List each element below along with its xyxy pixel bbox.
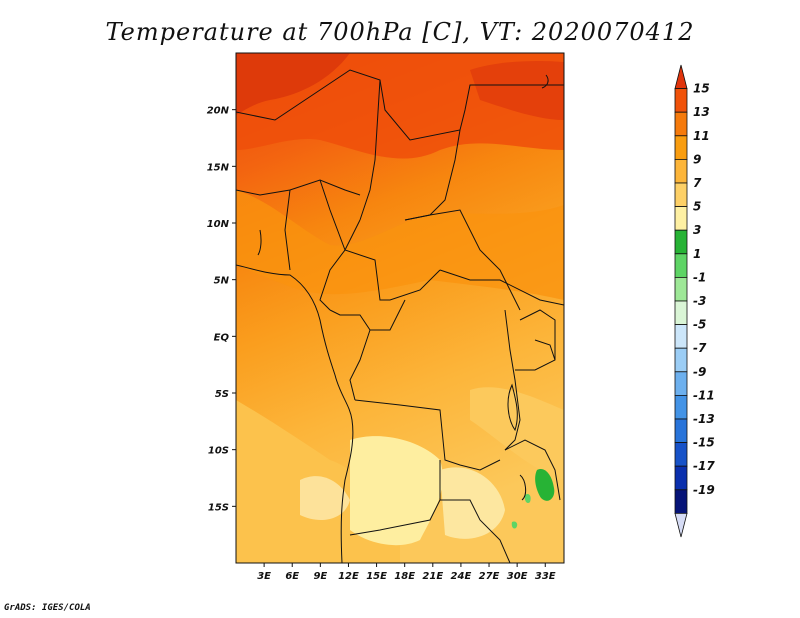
colorbar-bin [674, 135, 688, 160]
map-frame [235, 52, 565, 564]
lat-tick-label: 5S [215, 389, 229, 400]
colorbar-label: 3 [693, 223, 701, 237]
colorbar-bin [674, 394, 688, 420]
lon-tick-label: 33E [535, 571, 556, 582]
colorbar-bin [674, 442, 688, 467]
colorbar-label: 15 [693, 82, 710, 96]
lon-tick-label: 3E [257, 571, 271, 582]
colorbar-bin [674, 465, 688, 491]
lon-tick-label: 9E [313, 571, 327, 582]
colorbar-label: -19 [693, 483, 715, 497]
lat-tick-label: 10N [207, 219, 230, 230]
lon-tick-label: 15E [366, 571, 387, 582]
colorbar-label: 7 [693, 176, 702, 190]
lon-tick-label: 30E [507, 571, 528, 582]
lon-tick-label: 6E [285, 571, 299, 582]
colorbar-bin [674, 158, 688, 184]
colorbar-label: -1 [693, 270, 706, 284]
lat-tick-label: 15N [207, 162, 230, 173]
colorbar-over-triangle [674, 64, 688, 89]
lon-tick-label: 21E [422, 571, 443, 582]
temperature-field [236, 53, 564, 563]
colorbar-bin [674, 418, 688, 444]
colorbar-bin [674, 253, 688, 278]
colorbar-bin [674, 229, 688, 255]
colorbar-label: -3 [693, 294, 706, 308]
colorbar-label: -13 [693, 412, 715, 426]
colorbar-bin [674, 300, 688, 326]
colorbar-bin [674, 88, 688, 113]
colorbar-label: 9 [693, 152, 701, 166]
colorbar-bin [674, 324, 688, 349]
colorbar: 15 13 11 9 7 5 3 1 -1 -3 -5 -7 -9 -11 -13 -15 -17 -19 [674, 64, 715, 538]
colorbar-label: -7 [693, 341, 707, 355]
colorbar-label: -5 [693, 318, 706, 332]
colorbar-bin [674, 371, 688, 396]
lon-tick-label: 27E [479, 571, 500, 582]
lat-tick-label: EQ [214, 332, 230, 343]
colorbar-bin [674, 206, 688, 231]
lon-tick-label: 24E [451, 571, 472, 582]
colorbar-bin [674, 276, 688, 302]
colorbar-label: 13 [693, 105, 710, 119]
lon-tick-label: 12E [338, 571, 359, 582]
country-borders [236, 69, 564, 563]
colorbar-label: 11 [693, 129, 710, 143]
lon-tick-label: 18E [394, 571, 415, 582]
grads-credit: GrADS: IGES/COLA [4, 603, 91, 613]
colorbar-bin [674, 111, 688, 137]
colorbar-label: -9 [693, 365, 706, 379]
colorbar-label: -15 [693, 436, 715, 450]
lat-tick-label: 5N [214, 276, 230, 287]
map-title: Temperature at 700hPa [C], VT: 202007041… [105, 18, 695, 46]
colorbar-under-triangle [674, 513, 688, 538]
colorbar-bin [674, 347, 688, 373]
latitude-axis: 20N 15N 10N 5N EQ 5S 10S 15S [207, 106, 236, 513]
colorbar-label: 5 [693, 200, 701, 214]
colorbar-bin [674, 489, 688, 514]
colorbar-label: -11 [693, 388, 715, 402]
lat-tick-label: 20N [207, 106, 230, 117]
lat-tick-label: 10S [208, 446, 229, 457]
longitude-axis: 3E 6E 9E 12E 15E 18E 21E 24E 27E 30E 33E [257, 563, 556, 582]
colorbar-label: 1 [693, 247, 701, 261]
lat-tick-label: 15S [208, 502, 229, 513]
colorbar-label: -17 [693, 459, 715, 473]
colorbar-bin [674, 182, 688, 208]
